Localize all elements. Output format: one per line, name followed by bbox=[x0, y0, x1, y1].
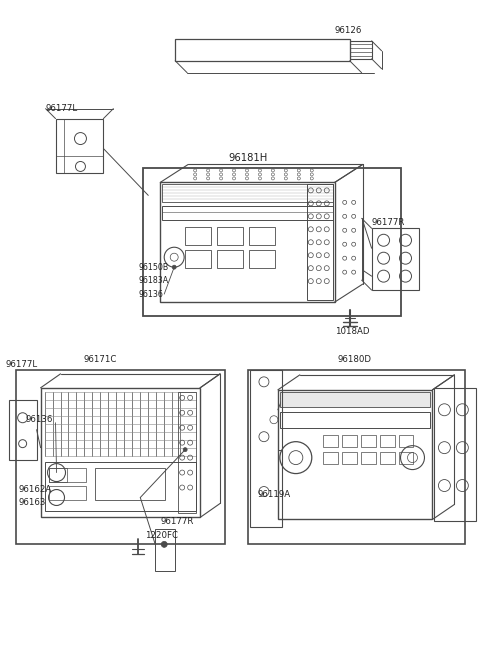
Bar bbox=[342, 435, 357, 447]
Bar bbox=[175, 39, 350, 61]
Bar bbox=[360, 435, 376, 447]
Bar bbox=[398, 435, 413, 447]
Text: 96181H: 96181H bbox=[228, 153, 268, 164]
Text: 96177R: 96177R bbox=[372, 218, 405, 227]
Bar bbox=[323, 452, 338, 464]
Bar bbox=[380, 435, 395, 447]
Bar bbox=[217, 227, 243, 245]
Text: 96162A: 96162A bbox=[19, 485, 52, 494]
Bar bbox=[16, 370, 225, 544]
Bar bbox=[434, 388, 476, 521]
Bar bbox=[96, 468, 165, 500]
Bar bbox=[41, 388, 200, 517]
Bar bbox=[144, 168, 400, 316]
Bar bbox=[280, 392, 431, 407]
Bar bbox=[249, 250, 275, 268]
Text: 96183A: 96183A bbox=[138, 276, 168, 285]
Bar bbox=[48, 468, 86, 481]
Bar bbox=[323, 435, 338, 447]
Bar bbox=[160, 183, 335, 302]
Bar bbox=[380, 452, 395, 464]
Text: 96136: 96136 bbox=[25, 415, 53, 424]
Text: 96177L: 96177L bbox=[46, 104, 78, 113]
Bar bbox=[248, 370, 465, 544]
Bar bbox=[162, 206, 333, 220]
Bar bbox=[278, 390, 432, 519]
Text: 96177R: 96177R bbox=[160, 517, 193, 526]
Bar bbox=[307, 185, 333, 300]
Bar bbox=[56, 119, 103, 174]
Text: 96163: 96163 bbox=[19, 498, 46, 507]
Circle shape bbox=[172, 265, 176, 269]
Bar bbox=[360, 452, 376, 464]
Text: 96150B: 96150B bbox=[138, 263, 168, 272]
Bar bbox=[155, 529, 175, 571]
Text: 96126: 96126 bbox=[335, 26, 362, 35]
Bar bbox=[185, 250, 211, 268]
Bar bbox=[45, 462, 196, 512]
Text: 96136: 96136 bbox=[138, 290, 163, 299]
Text: 96119A: 96119A bbox=[258, 490, 291, 499]
Text: 96177L: 96177L bbox=[6, 360, 38, 369]
Bar bbox=[372, 229, 420, 290]
Text: 96180D: 96180D bbox=[337, 356, 372, 364]
Bar bbox=[48, 468, 67, 481]
Bar bbox=[48, 485, 86, 500]
Bar bbox=[350, 41, 372, 59]
Circle shape bbox=[183, 447, 187, 452]
Bar bbox=[185, 227, 211, 245]
Text: 96171C: 96171C bbox=[84, 356, 117, 364]
Bar bbox=[9, 400, 36, 460]
Bar bbox=[217, 250, 243, 268]
Bar bbox=[398, 452, 413, 464]
Text: 1220FC: 1220FC bbox=[145, 531, 178, 540]
Bar bbox=[280, 412, 431, 428]
Bar bbox=[342, 452, 357, 464]
Bar bbox=[249, 227, 275, 245]
Circle shape bbox=[161, 542, 167, 548]
Text: 1018AD: 1018AD bbox=[335, 328, 369, 337]
Bar bbox=[162, 185, 333, 202]
Bar bbox=[250, 370, 282, 527]
Bar bbox=[178, 392, 196, 514]
